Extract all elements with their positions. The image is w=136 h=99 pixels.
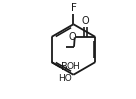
Text: O: O: [82, 16, 89, 27]
Text: B: B: [61, 62, 68, 72]
Text: O: O: [68, 32, 76, 42]
Text: F: F: [70, 3, 76, 13]
Text: OH: OH: [66, 62, 80, 71]
Text: HO: HO: [59, 74, 72, 83]
